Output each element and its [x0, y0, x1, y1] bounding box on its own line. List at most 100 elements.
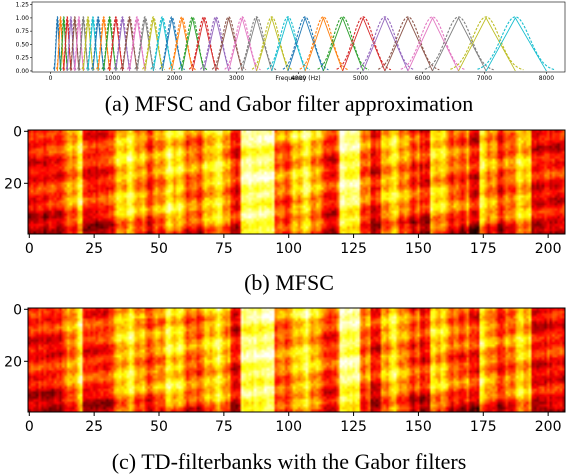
gabor-filter-31 — [282, 16, 329, 71]
gabor-filter-40 — [477, 16, 556, 71]
gabor-filter-26 — [211, 16, 247, 71]
panel-a-xtick-label: 8000 — [539, 75, 554, 82]
gabor-filter-9 — [81, 16, 95, 71]
panel-a-ytick-label: 0.75 — [16, 28, 30, 35]
gabor-filter-25 — [199, 16, 233, 71]
mfsc-triangular-filter-21 — [161, 17, 183, 72]
mfsc-triangular-filter-28 — [241, 16, 273, 72]
gabor-filter-19 — [142, 16, 166, 71]
gabor-filter-15 — [113, 16, 132, 71]
gabor-filter-1 — [53, 16, 62, 70]
panel-c-xtick-label: 200 — [535, 419, 562, 435]
gabor-filter-28 — [237, 16, 277, 71]
gabor-filter-29 — [251, 16, 293, 71]
mfsc-heatmap-image — [28, 130, 565, 234]
panel-c-xtick-label: 25 — [85, 419, 103, 435]
panel-b-xtick-label: 150 — [405, 241, 432, 257]
gabor-filter-21 — [159, 16, 185, 71]
panel-b-xtick-label: 25 — [85, 241, 103, 257]
gabor-filter-22 — [168, 16, 196, 71]
gabor-filter-24 — [188, 16, 220, 71]
gabor-filter-8 — [77, 16, 90, 71]
panel-a-ytick-label: 0.00 — [16, 68, 30, 75]
gabor-filter-7 — [73, 16, 86, 71]
mfsc-triangular-filter-36 — [384, 16, 433, 72]
panel-a-ytick-label: 0.25 — [16, 55, 30, 62]
gabor-filter-36 — [377, 16, 440, 71]
panel-a-ticks: 0 1000 2000 3000 4000 5000 6000 7000 8000 0.00 0.2… — [16, 2, 555, 82]
panel-b-xtick-label: 0 — [25, 241, 34, 257]
panel-c-xtick-label: 175 — [470, 419, 497, 435]
gabor-filter-11 — [90, 16, 106, 71]
gabor-filter-14 — [107, 16, 125, 71]
panel-a-xtick-label: 3000 — [229, 75, 244, 82]
panel-b-xtick-label: 100 — [275, 241, 302, 257]
panel-c-ytick-label: 20 — [4, 354, 22, 370]
panel-c-xtick-label: 0 — [25, 419, 34, 435]
mfsc-triangular-filter-40 — [485, 16, 547, 72]
panel-c-ytick-label: 0 — [13, 302, 22, 318]
panel-c-xtick-label: 150 — [405, 419, 432, 435]
gabor-filter-6 — [69, 16, 81, 71]
gabor-filter-34 — [336, 16, 392, 71]
gabor-filter-12 — [96, 16, 112, 71]
panel-b-ytick-label: 20 — [4, 176, 22, 192]
panel-a-ytick-label: 0.50 — [16, 41, 30, 48]
gabor-filter-2 — [56, 16, 66, 70]
panel-b-ytick-label: 0 — [13, 124, 22, 140]
panel-a-xtick-label: 7000 — [477, 75, 492, 82]
panel-b-frame — [27, 129, 566, 235]
panel-a-xtick-label: 2000 — [167, 75, 182, 82]
panel-b-xtick-label: 125 — [340, 241, 367, 257]
panel-a-xtick-label: 5000 — [353, 75, 368, 82]
gabor-filter-30 — [266, 16, 311, 71]
panel-a-xtick-label: 4000 — [291, 75, 306, 82]
gabor-filter-33 — [317, 16, 370, 71]
mfsc-triangular-filter-33 — [322, 16, 364, 72]
mfsc-triangular-filter-19 — [144, 17, 163, 72]
mfsc-triangular-filter-37 — [407, 16, 459, 72]
panel-c-ticks: 0 25 50 75 100 125 150 175 200 0 20 — [4, 302, 561, 435]
gabor-filter-5 — [65, 16, 77, 71]
caption-a: (a) MFSC and Gabor filter approximation — [105, 91, 473, 116]
gabor-filter-32 — [299, 16, 349, 71]
panel-b-xtick-label: 175 — [470, 241, 497, 257]
gabor-filter-13 — [101, 16, 119, 71]
panel-a-ytick-label: 1.00 — [16, 15, 30, 22]
gabor-filter-27 — [224, 16, 261, 71]
panel-c-td-heatmap: 0 25 50 75 100 125 150 175 200 0 20 — [4, 302, 566, 435]
panel-b-xtick-label: 50 — [150, 241, 168, 257]
gabor-filter-35 — [356, 16, 415, 71]
panel-b-mfsc-heatmap: 0 25 50 75 100 125 150 175 200 0 20 — [4, 124, 566, 257]
panel-a-ytick-label: 1.25 — [16, 2, 30, 9]
gabor-filter-3 — [59, 16, 69, 70]
panel-c-xtick-label: 125 — [340, 419, 367, 435]
gabor-filter-18 — [134, 16, 157, 71]
mfsc-triangular-filter-38 — [432, 16, 487, 72]
gabor-filter-17 — [126, 16, 148, 71]
panel-c-xtick-label: 100 — [275, 419, 302, 435]
gabor-filter-37 — [400, 16, 466, 71]
panel-c-frame — [27, 307, 566, 413]
panel-a-xtick-label: 6000 — [415, 75, 430, 82]
panel-a-filterbank-plot: 0 1000 2000 3000 4000 5000 6000 7000 8000 0.00 0.2… — [16, 2, 566, 82]
td-filterbank-heatmap-image — [28, 308, 565, 412]
mfsc-triangular-filter-20 — [152, 17, 173, 72]
caption-c: (c) TD-filterbanks with the Gabor filter… — [112, 449, 467, 474]
gabor-filter-16 — [119, 16, 140, 71]
panel-b-ticks: 0 25 50 75 100 125 150 175 200 0 20 — [4, 124, 561, 257]
panel-a-xtick-label: 0 — [49, 75, 53, 82]
caption-b: (b) MFSC — [244, 270, 334, 295]
panel-a-xtick-label: 1000 — [105, 75, 120, 82]
mfsc-triangular-filter-29 — [256, 16, 289, 72]
gabor-filter-10 — [86, 16, 101, 71]
gabor-filter-23 — [178, 16, 208, 71]
gabor-filter-4 — [62, 16, 73, 70]
panel-b-xtick-label: 75 — [215, 241, 233, 257]
panel-b-xtick-label: 200 — [535, 241, 562, 257]
panel-c-xtick-label: 50 — [150, 419, 168, 435]
panel-a-filter-curves — [53, 16, 556, 72]
gabor-filter-39 — [450, 16, 524, 71]
panel-a-xlabel: Frequency (Hz) — [275, 75, 320, 82]
